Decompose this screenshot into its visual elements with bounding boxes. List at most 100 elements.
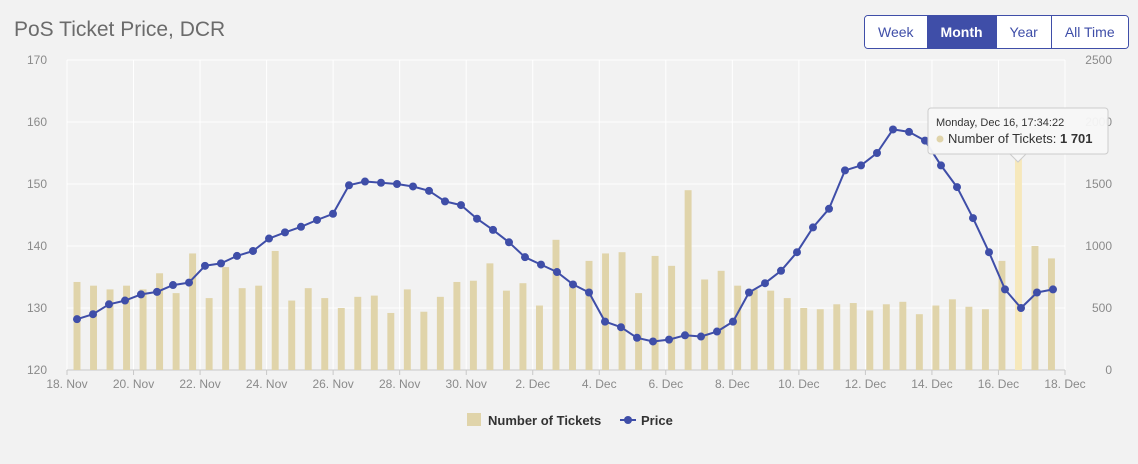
price-point	[505, 238, 513, 247]
y-left-tick: 130	[27, 301, 47, 315]
ticket-bar	[387, 312, 395, 370]
price-point	[137, 290, 145, 299]
x-tick: 30. Nov	[446, 377, 487, 391]
tooltip-label: Number of Tickets:	[948, 131, 1060, 146]
ticket-bar	[304, 288, 312, 370]
x-tick: 26. Nov	[312, 377, 353, 391]
ticket-bar	[255, 285, 263, 370]
ticket-bar	[1014, 159, 1022, 370]
ticket-bar	[172, 293, 180, 370]
ticket-bar	[238, 288, 246, 370]
x-tick: 20. Nov	[113, 377, 154, 391]
price-point	[713, 327, 721, 336]
x-tick: 12. Dec	[845, 377, 886, 391]
price-point	[249, 246, 257, 255]
ticket-bar	[436, 296, 444, 370]
ticket-bar	[833, 304, 841, 370]
legend-price-swatch-dot[interactable]	[624, 416, 632, 424]
ticket-bar	[205, 298, 213, 370]
price-point	[793, 248, 801, 257]
price-point	[345, 181, 353, 190]
price-point	[985, 248, 993, 257]
tooltip-value: 1 701	[1060, 131, 1093, 146]
ticket-bar	[321, 298, 329, 370]
legend-tickets-label[interactable]: Number of Tickets	[488, 413, 601, 428]
ticket-bar	[90, 285, 97, 370]
ticket-bar	[701, 279, 709, 370]
ticket-bar	[717, 270, 725, 370]
y-left-tick: 170	[27, 53, 47, 67]
y-right-tick: 1000	[1085, 239, 1112, 253]
price-point	[457, 201, 465, 210]
ticket-bar	[734, 285, 742, 370]
ticket-bar	[354, 296, 362, 370]
ticket-bar	[767, 290, 775, 370]
x-tick: 24. Nov	[246, 377, 287, 391]
price-point	[553, 268, 561, 277]
price-point	[1049, 285, 1057, 294]
price-point	[601, 317, 609, 326]
price-point	[697, 332, 705, 341]
x-tick: 4. Dec	[582, 377, 617, 391]
price-point	[121, 296, 129, 305]
ticket-bar	[602, 253, 610, 370]
x-tick: 28. Nov	[379, 377, 420, 391]
price-point	[329, 209, 337, 218]
legend-price-label[interactable]: Price	[641, 413, 673, 428]
legend-tickets-swatch[interactable]	[467, 413, 481, 426]
range-year-button[interactable]: Year	[995, 16, 1051, 48]
y-left-tick: 150	[27, 177, 47, 191]
price-point	[377, 178, 385, 187]
ticket-bar	[222, 267, 230, 370]
ticket-bar	[288, 300, 296, 370]
price-point	[409, 182, 417, 191]
price-point	[153, 287, 161, 296]
ticket-bar	[816, 309, 824, 370]
ticket-bar	[965, 306, 973, 370]
ticket-bar	[915, 314, 923, 370]
ticket-bar	[998, 260, 1006, 370]
tooltip-series-dot	[936, 135, 944, 143]
ticket-bar	[1031, 246, 1039, 370]
price-point	[729, 317, 737, 326]
ticket-bar	[123, 285, 131, 370]
range-month-button[interactable]: Month	[926, 16, 996, 48]
price-point	[937, 161, 945, 170]
price-point	[425, 186, 433, 195]
range-week-button[interactable]: Week	[865, 16, 927, 48]
y-right-tick: 0	[1105, 363, 1112, 377]
ticket-bar	[569, 286, 576, 370]
ticket-bar	[783, 298, 791, 370]
ticket-bar	[684, 190, 692, 370]
ticket-bar	[899, 301, 907, 370]
ticket-bar	[486, 263, 494, 370]
ticket-bar	[882, 304, 890, 370]
ticket-bar	[139, 289, 147, 370]
price-point	[969, 214, 977, 223]
ticket-bar	[635, 293, 643, 370]
ticket-bar	[106, 289, 114, 370]
y-left-tick: 120	[27, 363, 47, 377]
price-point	[585, 288, 593, 297]
range-all-time-button[interactable]: All Time	[1050, 16, 1128, 48]
x-tick: 14. Dec	[911, 377, 952, 391]
x-tick: 18. Nov	[46, 377, 87, 391]
tickets-bars	[73, 159, 1055, 370]
chart-tooltip: Monday, Dec 16, 17:34:22 Number of Ticke…	[927, 107, 1109, 163]
gridlines	[66, 59, 1066, 375]
price-point	[169, 281, 177, 290]
x-tick: 2. Dec	[515, 377, 550, 391]
price-point	[473, 214, 481, 223]
ticket-bar	[337, 308, 345, 370]
ticket-bar	[1048, 258, 1055, 370]
price-point	[857, 161, 865, 170]
price-point	[537, 260, 545, 269]
price-point	[921, 136, 929, 145]
ticket-bar	[519, 283, 527, 370]
price-point	[569, 280, 577, 289]
price-point	[1033, 288, 1041, 297]
price-point	[361, 177, 369, 186]
x-tick: 6. Dec	[648, 377, 683, 391]
price-point	[89, 310, 97, 319]
x-tick: 16. Dec	[978, 377, 1019, 391]
